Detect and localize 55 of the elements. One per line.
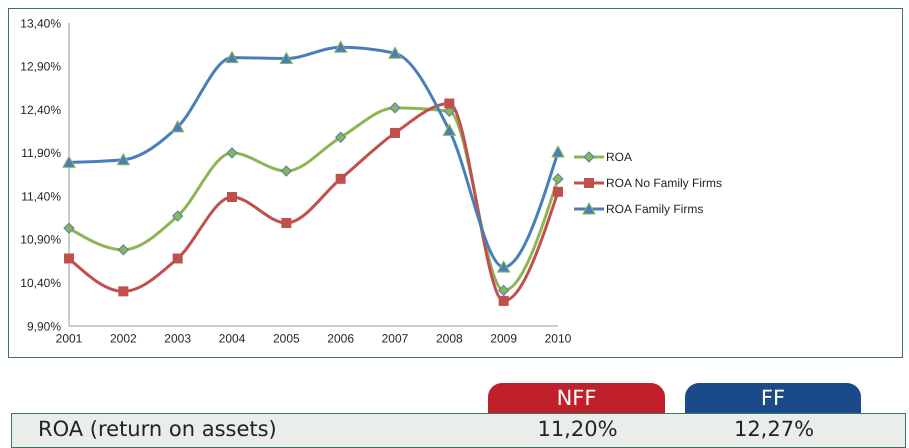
legend-label: ROA No Family Firms (606, 176, 722, 190)
x-tick-label: 2007 (382, 332, 409, 346)
y-tick-label: 12,40% (20, 102, 62, 117)
point (552, 186, 563, 197)
point (497, 260, 510, 273)
y-tick-label: 11,40% (21, 189, 62, 204)
x-tick-label: 2008 (436, 332, 463, 346)
x-tick-label: 2005 (272, 332, 300, 346)
point (389, 102, 400, 114)
point (226, 147, 238, 158)
point (444, 98, 454, 109)
point (551, 145, 564, 158)
x-tick-label: 2003 (164, 332, 192, 346)
point (116, 153, 130, 166)
point (225, 51, 238, 64)
legend-label: ROA (606, 150, 632, 164)
point (280, 166, 292, 177)
point (498, 285, 510, 296)
x-tick-label: 2001 (56, 332, 83, 346)
text: ROA (return on assets) (38, 417, 277, 441)
point (118, 244, 129, 256)
point (498, 296, 509, 306)
x-tick-label: 2002 (110, 332, 137, 346)
point (335, 132, 346, 143)
text: 12,27% (732, 417, 816, 441)
y-tick-label: 12,90% (20, 60, 62, 74)
point (171, 120, 184, 132)
point (552, 173, 564, 184)
point (281, 218, 292, 228)
y-tick-label: 13,40% (20, 16, 62, 30)
legend-label: ROA Family Firms (606, 202, 704, 216)
x-tick-label: 2010 (544, 332, 572, 346)
point (442, 124, 456, 136)
point (118, 286, 128, 296)
text: NFF (488, 383, 665, 413)
point (62, 156, 76, 168)
point (172, 253, 183, 264)
x-tick-label: 2004 (218, 332, 246, 346)
point (388, 46, 402, 59)
point (336, 174, 346, 184)
point (280, 52, 293, 64)
point (64, 222, 74, 234)
x-tick-label: 2006 (327, 332, 354, 346)
y-tick-label: 10,40% (20, 276, 62, 290)
text: 11,20% (536, 417, 619, 441)
y-tick-label: 10,90% (20, 232, 62, 247)
point (64, 253, 74, 264)
y-tick-label: 11,90% (21, 146, 62, 160)
point (334, 40, 348, 53)
point (226, 192, 237, 202)
y-tick-label: 9,90% (26, 319, 62, 334)
point (172, 210, 184, 222)
text: FF (685, 383, 861, 413)
point (390, 128, 400, 138)
x-tick-label: 2009 (490, 332, 518, 346)
